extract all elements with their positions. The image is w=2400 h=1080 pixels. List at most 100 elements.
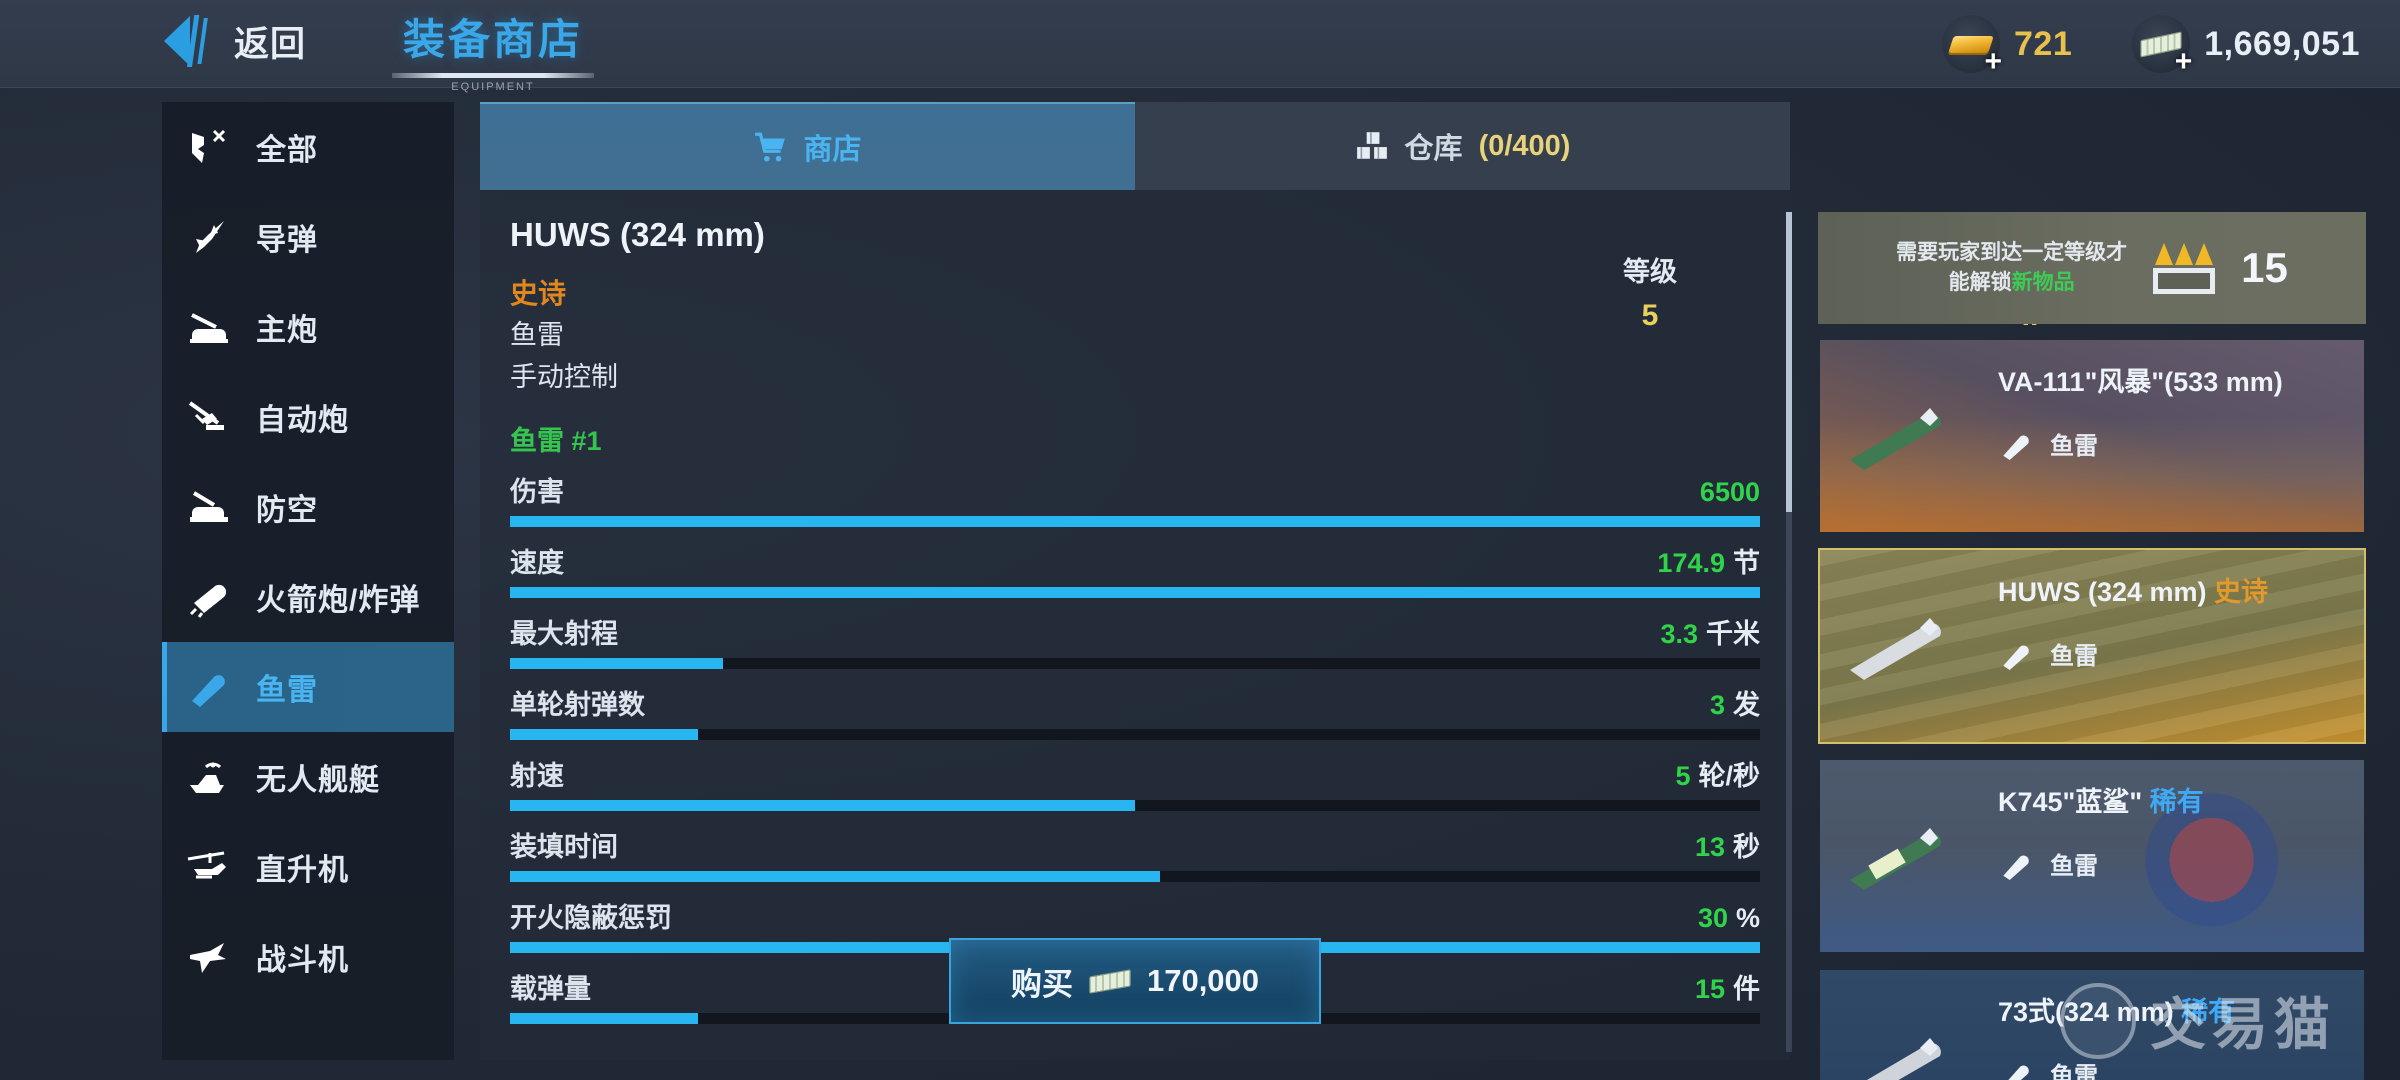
buy-price: 170,000	[1146, 963, 1260, 998]
sidebar-item-label: 导弹	[256, 224, 318, 257]
stat-label: 单轮射弹数	[510, 690, 645, 721]
stat-value: 174.9 节	[1657, 541, 1760, 580]
gold-plus-icon[interactable]: +	[1984, 45, 2002, 78]
stat-unit: 件	[1733, 974, 1760, 1005]
item-rarity: 史诗	[510, 278, 567, 309]
buy-button[interactable]: 购买 170,000	[949, 938, 1321, 1024]
main-gun-icon	[190, 313, 228, 343]
stat-label: 开火隐蔽惩罚	[510, 903, 672, 934]
scrollbar-thumb[interactable]	[1786, 212, 1792, 512]
stat-value: 5 轮/秒	[1675, 754, 1760, 793]
card-name: K745"蓝鲨"	[1998, 787, 2143, 817]
card-name: 73式(324 mm)	[1998, 997, 2174, 1027]
stat-value: 13 秒	[1695, 825, 1760, 864]
item-meta: 史诗 鱼雷 手动控制	[510, 272, 1760, 399]
tab-warehouse[interactable]: 仓库 (0/400)	[1135, 102, 1790, 190]
card-rarity: 稀有	[2149, 787, 2204, 817]
card-rarity: 史诗	[2214, 577, 2269, 607]
stat-bar-track	[510, 871, 1760, 883]
equipment-card[interactable]: VA-111"风暴"(533 mm) 鱼雷	[1818, 338, 2366, 534]
card-subtype: 鱼雷	[1998, 846, 2098, 881]
sidebar-item-label: 无人舰艇	[256, 764, 380, 797]
torpedo-thumbnail-icon	[1866, 1038, 1941, 1080]
stat-number: 3.3	[1660, 619, 1698, 650]
card-rarity: 稀有	[2181, 997, 2236, 1027]
rank-bar-icon	[2153, 267, 2216, 294]
tab-shop[interactable]: 商店	[480, 102, 1135, 190]
card-subtype: 鱼雷	[1998, 636, 2098, 671]
sidebar-item-7[interactable]: 无人舰艇	[162, 732, 454, 822]
stat-unit: 节	[1733, 548, 1760, 579]
torpedo-type-icon	[2003, 435, 2029, 460]
stat-label: 伤害	[510, 477, 564, 508]
stat-label: 装填时间	[510, 832, 618, 863]
drone-boat-icon	[190, 762, 224, 793]
stat-row: 射速 5 轮/秒	[510, 754, 1760, 812]
silver-plus-icon[interactable]: +	[2174, 45, 2193, 78]
autocannon-icon	[188, 401, 224, 430]
sidebar-item-label: 防空	[256, 494, 318, 527]
notice-highlight: 新物品	[2011, 271, 2075, 294]
notice-line-1: 需要玩家到达一定等级才	[1896, 240, 2128, 264]
gold-badge: +	[1942, 15, 2002, 77]
sidebar-item-3[interactable]: 自动炮	[162, 372, 454, 462]
torpedo-icon	[192, 675, 225, 707]
torpedo-thumbnail-icon	[1850, 618, 1941, 680]
equipment-card[interactable]: HUWS (324 mm) 史诗鱼雷	[1818, 548, 2366, 744]
sidebar-item-4[interactable]: 防空	[162, 462, 454, 552]
back-label: 返回	[234, 24, 307, 64]
card-subtype-label: 鱼雷	[2050, 853, 2098, 880]
item-control-mode: 手动控制	[510, 362, 618, 393]
sidebar-item-9[interactable]: 战斗机	[162, 912, 454, 1002]
sidebar-item-6[interactable]: 鱼雷	[162, 642, 454, 732]
list-scrollbar[interactable]	[1786, 212, 1792, 1052]
item-level-value: 5	[1641, 299, 1659, 332]
title-subtext: EQUIPMENT	[451, 81, 535, 93]
top-bar: 返回 装备商店 EQUIPMENT + 721 + 1,669,051	[0, 0, 2400, 93]
sidebar-item-1[interactable]: 导弹	[162, 192, 454, 282]
stat-unit: 轮/秒	[1698, 761, 1760, 792]
item-list-column: 需要玩家到达一定等级才 能解锁新物品 15 VA-111"风暴"(533 mm)…	[1786, 212, 2366, 1080]
sidebar-item-8[interactable]: 直升机	[162, 822, 454, 912]
required-level-value: 15	[2241, 244, 2288, 291]
category-sidebar: 全部导弹主炮自动炮防空火箭炮/炸弹 鱼雷无人舰艇直升机战斗机	[162, 102, 454, 1060]
page-title: 装备商店	[402, 16, 583, 63]
stat-bar-track	[510, 658, 1760, 670]
stat-value: 6500	[1700, 477, 1760, 508]
silver-amount: 1,669,051	[2204, 24, 2360, 63]
stat-row: 单轮射弹数 3 发	[510, 683, 1760, 741]
stat-unit: %	[1735, 903, 1760, 934]
stat-label: 载弹量	[510, 974, 591, 1005]
level-lock-text: 需要玩家到达一定等级才 能解锁新物品	[1896, 238, 2127, 299]
page-title-block: 装备商店 EQUIPMENT	[392, 6, 594, 93]
back-button[interactable]: 返回	[160, 10, 306, 72]
card-title: HUWS (324 mm) 史诗	[1998, 570, 2354, 609]
stat-value: 30%	[1698, 903, 1760, 934]
stat-bar-fill	[510, 871, 1160, 883]
stat-number: 15	[1694, 974, 1725, 1005]
sidebar-item-5[interactable]: 火箭炮/炸弹	[162, 552, 454, 642]
main-panel: 商店 仓库 (0/400) HUWS (324 mm) 史诗 鱼雷 手动控制 等级 …	[480, 102, 2057, 1060]
silver-currency[interactable]: + 1,669,051	[2132, 15, 2360, 77]
rank-chevrons-icon	[2155, 242, 2214, 265]
torpedo-thumbnail-icon	[1850, 408, 1941, 470]
torpedo-thumbnail-icon	[1850, 828, 1941, 890]
card-subtype-label: 鱼雷	[2050, 433, 2098, 460]
buy-label: 购买	[1010, 966, 1073, 1002]
sidebar-item-0[interactable]: 全部	[162, 102, 454, 192]
gold-currency[interactable]: + 721	[1942, 15, 2073, 77]
sidebar-item-label: 战斗机	[256, 944, 349, 977]
stat-number: 174.9	[1657, 548, 1725, 579]
sidebar-item-label: 直升机	[256, 854, 349, 887]
gold-amount: 721	[2014, 24, 2073, 63]
stat-row: 速度 174.9 节	[510, 541, 1760, 599]
stat-row: 伤害 6500	[510, 470, 1760, 528]
equipment-card[interactable]: K745"蓝鲨" 稀有鱼雷	[1818, 758, 2366, 954]
item-name: HUWS (324 mm)	[510, 216, 765, 253]
card-title: 73式(324 mm) 稀有	[1998, 990, 2354, 1029]
equipment-card[interactable]: 73式(324 mm) 稀有 鱼雷	[1818, 968, 2366, 1080]
sidebar-item-2[interactable]: 主炮	[162, 282, 454, 372]
sidebar-item-label: 自动炮	[256, 404, 349, 437]
stat-bar-track	[510, 729, 1760, 741]
